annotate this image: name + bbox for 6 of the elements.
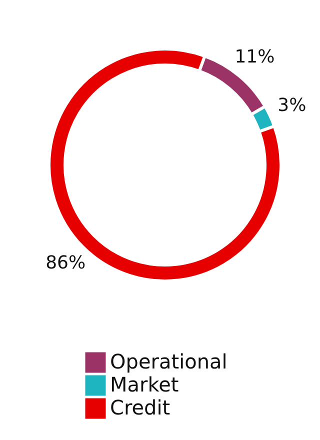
legend-label: Credit	[110, 396, 170, 420]
legend-label: Operational	[110, 350, 228, 374]
data-label: 86%	[46, 252, 86, 274]
data-label: 3%	[278, 94, 306, 116]
data-label: 11%	[234, 46, 275, 68]
legend-label: Market	[110, 372, 179, 396]
